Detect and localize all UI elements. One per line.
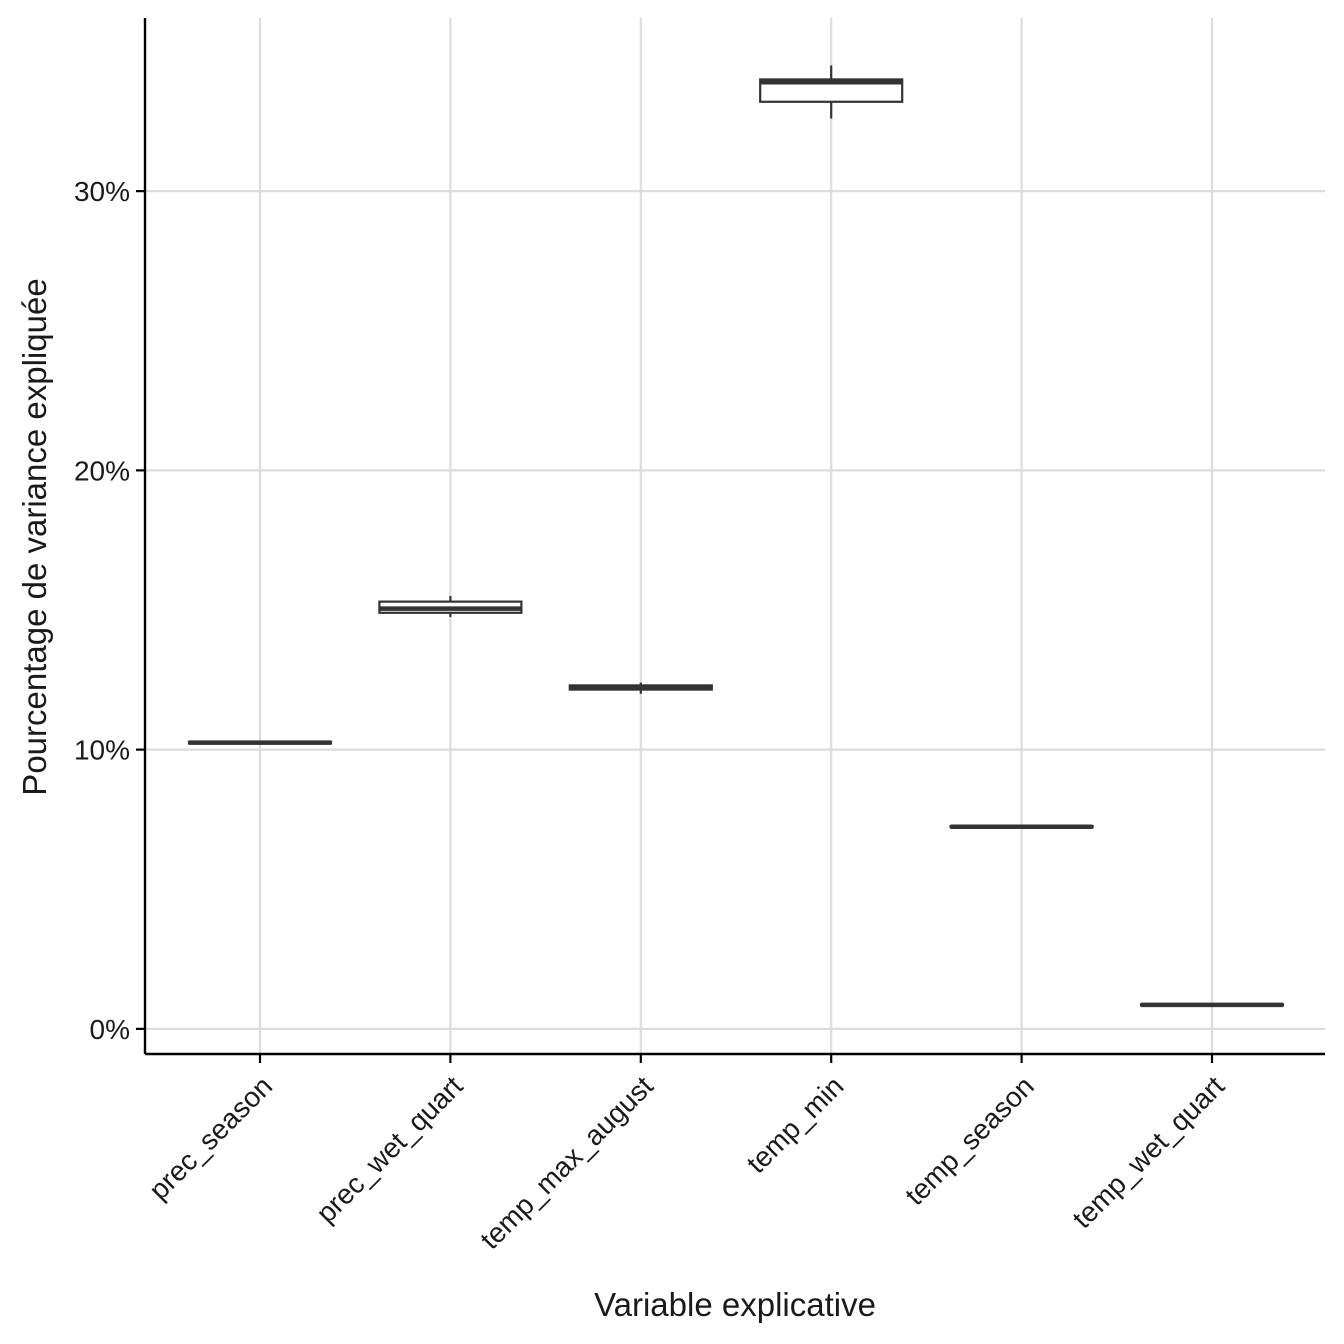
box-prec_wet_quart	[378, 596, 523, 617]
y-axis-title: Pourcentage de variance expliquée	[16, 278, 53, 795]
y-tick-label: 10%	[74, 735, 130, 766]
boxplot-series	[187, 65, 1285, 1008]
box-temp_season	[949, 824, 1094, 829]
grid-lines	[145, 18, 1325, 1054]
x-tick-label: temp_min	[741, 1070, 850, 1179]
x-tick-label: temp_wet_quart	[1066, 1070, 1230, 1234]
x-axis-ticks: prec_season prec_wet_quart temp_max_august…	[143, 1054, 1230, 1255]
x-tick-label: prec_wet_quart	[310, 1070, 469, 1229]
y-tick-label: 0%	[90, 1014, 130, 1045]
box-temp_wet_quart	[1139, 1002, 1285, 1008]
x-tick-label: temp_season	[899, 1070, 1040, 1211]
x-tick-label: temp_max_august	[474, 1070, 659, 1255]
box-temp_min	[759, 65, 904, 119]
y-axis-ticks: 0% 10% 20% 30%	[74, 176, 145, 1045]
axes	[143, 18, 1325, 1056]
box-temp_max_august	[568, 682, 713, 694]
box-body	[759, 78, 904, 103]
x-tick-label: prec_season	[143, 1070, 278, 1205]
y-tick-label: 30%	[74, 176, 130, 207]
y-tick-label: 20%	[74, 455, 130, 486]
box-prec_season	[187, 740, 333, 745]
x-axis-title: Variable explicative	[594, 1286, 876, 1323]
